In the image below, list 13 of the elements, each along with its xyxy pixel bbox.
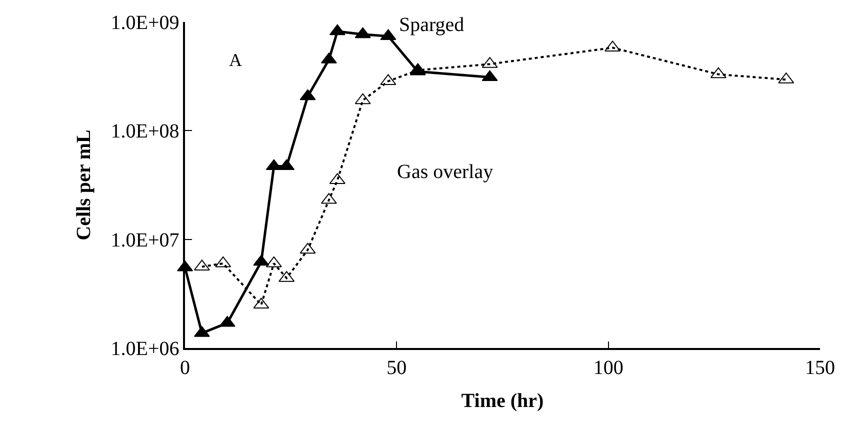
y-tick-label: 1.0E+09 <box>110 12 180 34</box>
y-tick-label: 1.0E+06 <box>110 338 180 360</box>
x-tick-label: 50 <box>386 356 407 379</box>
y-tick-label: 1.0E+07 <box>110 229 180 252</box>
y-axis-title: Cells per mL <box>72 130 95 240</box>
x-axis-title: Time (hr) <box>461 390 544 412</box>
y-tick-label: 1.0E+08 <box>110 120 180 143</box>
x-tick-label: 100 <box>593 356 624 379</box>
x-tick-label: 0 <box>180 356 190 379</box>
x-tick-label: 150 <box>805 356 835 379</box>
text: Gas overlay <box>397 161 494 183</box>
series-label: Sparged <box>399 14 464 36</box>
annotation: A <box>229 50 242 70</box>
